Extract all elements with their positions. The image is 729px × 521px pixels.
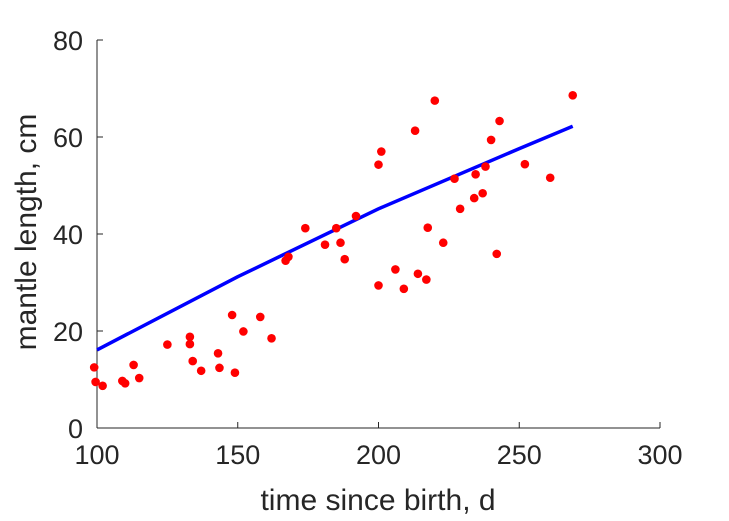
data-point bbox=[399, 284, 409, 294]
data-point bbox=[163, 340, 172, 349]
fit-line-layer bbox=[96, 124, 574, 352]
y-tick-label: 80 bbox=[53, 26, 83, 56]
data-point bbox=[134, 373, 144, 383]
x-tick-label: 100 bbox=[74, 440, 119, 470]
data-point bbox=[340, 254, 350, 264]
data-point bbox=[284, 252, 293, 262]
data-point bbox=[450, 174, 459, 184]
data-point bbox=[301, 223, 310, 233]
tick-labels: 100 150 200 250 300 0 20 40 60 80 bbox=[53, 26, 683, 470]
data-point bbox=[438, 238, 448, 248]
data-point bbox=[129, 360, 138, 370]
data-point bbox=[267, 333, 276, 343]
data-point bbox=[481, 162, 490, 171]
data-point bbox=[320, 240, 330, 249]
data-point bbox=[469, 193, 479, 203]
data-points bbox=[89, 90, 578, 391]
x-tick-label: 250 bbox=[497, 440, 542, 470]
data-point bbox=[455, 204, 465, 214]
data-point bbox=[215, 363, 224, 373]
data-point bbox=[374, 281, 383, 290]
data-point bbox=[422, 275, 431, 284]
data-point bbox=[120, 379, 130, 388]
data-point bbox=[413, 269, 423, 279]
data-point bbox=[230, 368, 240, 378]
data-point bbox=[495, 116, 504, 126]
y-tick-label: 20 bbox=[53, 317, 83, 347]
data-point bbox=[336, 238, 345, 248]
data-point bbox=[185, 339, 195, 349]
x-axis-title: time since birth, d bbox=[260, 484, 495, 517]
data-point bbox=[478, 188, 487, 198]
data-point bbox=[196, 366, 206, 376]
data-point bbox=[410, 126, 420, 135]
data-point bbox=[185, 332, 195, 342]
data-point bbox=[213, 349, 223, 358]
data-point bbox=[351, 211, 361, 221]
data-point bbox=[239, 327, 248, 336]
data-point bbox=[568, 90, 578, 100]
data-point bbox=[423, 223, 433, 232]
data-point bbox=[492, 249, 502, 259]
x-tick-label: 300 bbox=[637, 440, 682, 470]
data-point bbox=[331, 223, 341, 233]
x-tick-label: 150 bbox=[215, 440, 260, 470]
data-point bbox=[471, 170, 480, 179]
x-tick-label: 200 bbox=[356, 440, 401, 470]
data-point bbox=[89, 363, 99, 372]
data-point bbox=[374, 160, 383, 169]
y-tick-label: 0 bbox=[68, 414, 83, 444]
data-point bbox=[91, 377, 100, 387]
data-point bbox=[486, 135, 496, 145]
data-point bbox=[391, 265, 400, 274]
data-point bbox=[430, 96, 440, 105]
data-point bbox=[227, 310, 237, 320]
y-tick-label: 40 bbox=[53, 220, 83, 250]
data-point bbox=[255, 312, 265, 322]
data-point bbox=[188, 356, 198, 366]
data-point bbox=[377, 147, 386, 156]
data-point bbox=[520, 159, 530, 169]
data-point bbox=[545, 173, 555, 183]
y-tick-label: 60 bbox=[53, 123, 83, 153]
axes bbox=[96, 39, 661, 429]
fit-line bbox=[96, 124, 574, 352]
data-point bbox=[98, 381, 107, 391]
y-axis-title: mantle length, cm bbox=[10, 114, 43, 351]
